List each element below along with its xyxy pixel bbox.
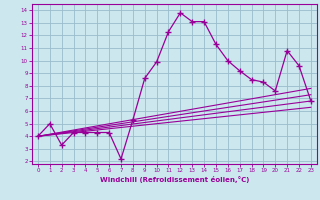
X-axis label: Windchill (Refroidissement éolien,°C): Windchill (Refroidissement éolien,°C) (100, 176, 249, 183)
